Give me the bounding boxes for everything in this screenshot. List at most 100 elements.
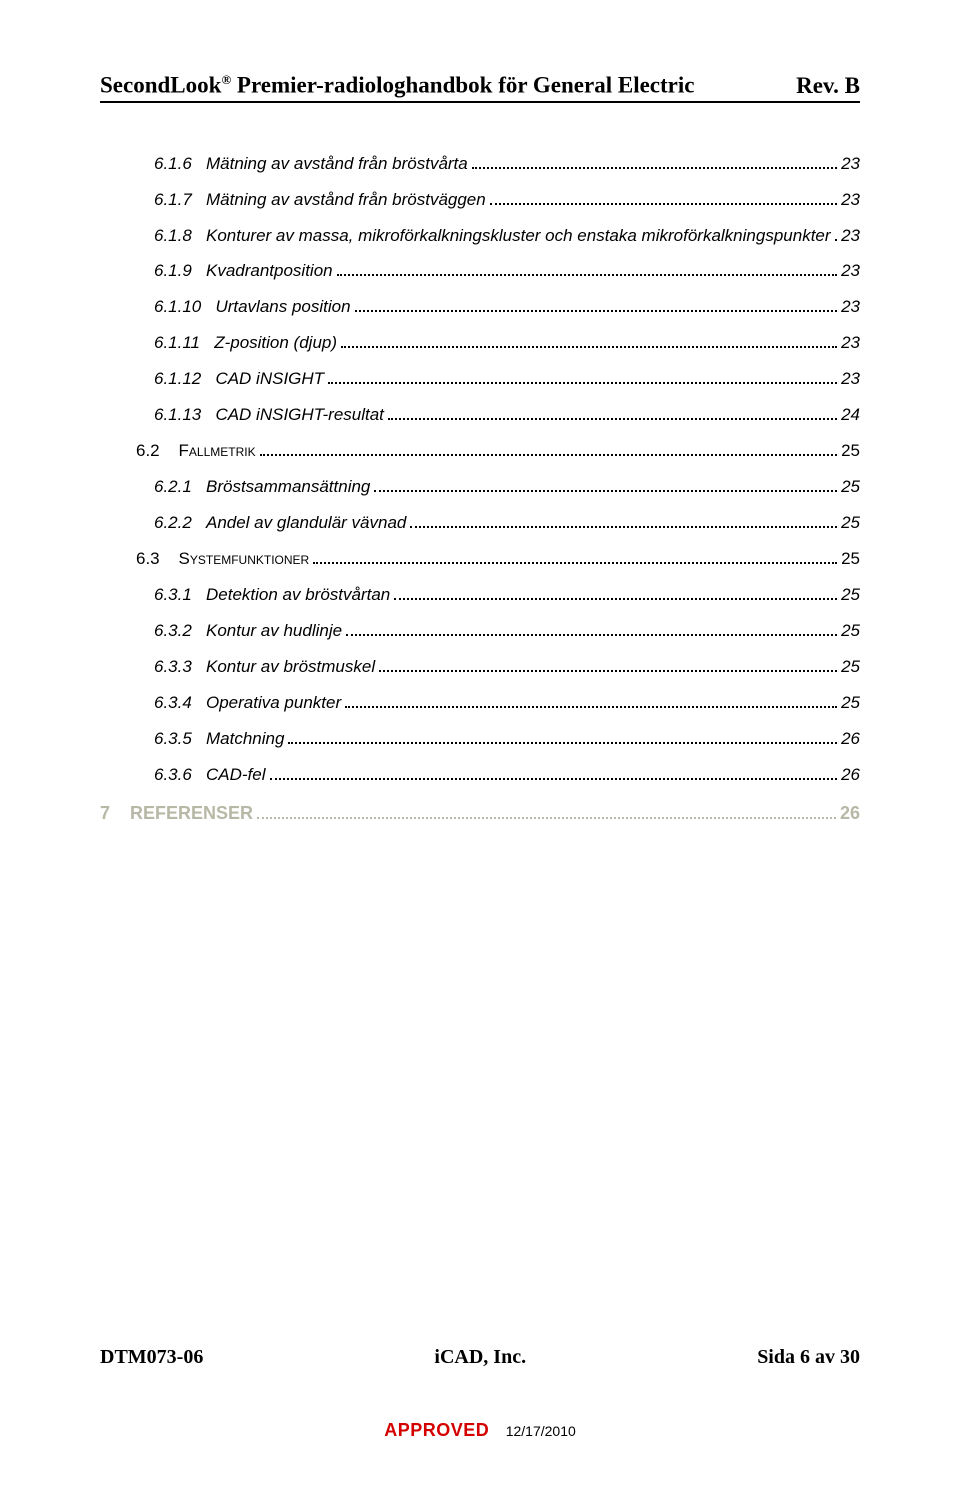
toc-leader-dots bbox=[374, 478, 837, 492]
toc-row: 6.3.4 Operativa punkter 25 bbox=[100, 692, 860, 715]
toc-leader-dots bbox=[835, 227, 838, 241]
toc-leader-dots bbox=[328, 370, 837, 384]
toc-entry-label: Detektion av bröstvårtan bbox=[206, 584, 390, 607]
toc-leader-dots bbox=[346, 622, 837, 636]
toc-row: 6.2 Fallmetrik 25 bbox=[100, 440, 860, 463]
toc-entry-label: Andel av glandulär vävnad bbox=[206, 512, 406, 535]
toc-gap bbox=[192, 189, 206, 212]
page-footer: DTM073-06 iCAD, Inc. Sida 6 av 30 bbox=[100, 1346, 860, 1369]
toc-row: 6.1.10 Urtavlans position 23 bbox=[100, 296, 860, 319]
toc-entry-number: 6.1.8 bbox=[154, 225, 192, 248]
toc-leader-dots bbox=[288, 730, 837, 744]
toc-entry-page: 25 bbox=[841, 440, 860, 463]
toc-entry-label: Mätning av avstånd från bröstvårta bbox=[206, 153, 468, 176]
toc-entry-number: 6.1.6 bbox=[154, 153, 192, 176]
toc-row: 6.3.3 Kontur av bröstmuskel 25 bbox=[100, 656, 860, 679]
toc-row: 6.1.9 Kvadrantposition 23 bbox=[100, 260, 860, 283]
footer-doc-id: DTM073-06 bbox=[100, 1346, 203, 1369]
toc-entry-page: 25 bbox=[841, 584, 860, 607]
toc-entry-label: Konturer av massa, mikroförkalkningsklus… bbox=[206, 225, 831, 248]
toc-entry-label: Bröstsammansättning bbox=[206, 476, 370, 499]
toc-ref-page: 26 bbox=[840, 803, 860, 824]
toc-leader-dots bbox=[260, 442, 837, 456]
page-header: SecondLook® Premier-radiologhandbok för … bbox=[100, 72, 860, 103]
toc-row: 6.1.12 CAD iNSIGHT 23 bbox=[100, 368, 860, 391]
toc-entry-page: 23 bbox=[841, 225, 860, 248]
toc-entry-number: 6.1.7 bbox=[154, 189, 192, 212]
toc-gap bbox=[160, 440, 179, 463]
toc-leader-dots bbox=[337, 263, 837, 277]
toc-gap bbox=[201, 296, 215, 319]
toc-entry-label: Operativa punkter bbox=[206, 692, 341, 715]
toc-entry-page: 23 bbox=[841, 368, 860, 391]
toc-row: 6.1.6 Mätning av avstånd från bröstvårta… bbox=[100, 153, 860, 176]
toc-entry-label: CAD iNSIGHT-resultat bbox=[215, 404, 383, 427]
toc-leader-dots bbox=[472, 155, 837, 169]
toc-entry-page: 23 bbox=[841, 260, 860, 283]
toc-entry-number: 6.1.11 bbox=[154, 332, 200, 355]
toc-entry-page: 25 bbox=[841, 692, 860, 715]
toc-entry-number: 6.3 bbox=[136, 548, 160, 571]
toc-entry-number: 6.1.12 bbox=[154, 368, 201, 391]
toc-row: 6.2.2 Andel av glandulär vävnad 25 bbox=[100, 512, 860, 535]
toc-leader-dots bbox=[355, 299, 838, 313]
toc-leader-dots bbox=[341, 334, 837, 348]
toc-row: 6.3.5 Matchning 26 bbox=[100, 728, 860, 751]
toc-gap bbox=[192, 512, 206, 535]
toc-entry-number: 6.3.1 bbox=[154, 584, 192, 607]
toc-leader-dots bbox=[257, 804, 836, 819]
toc-row: 6.3 Systemfunktioner 25 bbox=[100, 548, 860, 571]
toc-entry-number: 6.3.3 bbox=[154, 656, 192, 679]
toc-ref-label: REFERENSER bbox=[110, 803, 253, 824]
toc-leader-dots bbox=[270, 766, 838, 780]
toc-gap bbox=[192, 260, 206, 283]
toc-entry-page: 25 bbox=[841, 476, 860, 499]
toc-leader-dots bbox=[388, 406, 837, 420]
toc-gap bbox=[192, 153, 206, 176]
toc-entry-label: Matchning bbox=[206, 728, 284, 751]
header-title-rest: Premier-radiologhandbok för General Elec… bbox=[231, 73, 694, 98]
toc-entry-label: Z-position (djup) bbox=[214, 332, 337, 355]
toc-entry-number: 6.2 bbox=[136, 440, 160, 463]
toc-leader-dots bbox=[345, 694, 837, 708]
toc-entry-number: 6.1.13 bbox=[154, 404, 201, 427]
toc-row: 6.1.11 Z-position (djup) 23 bbox=[100, 332, 860, 355]
toc-entry-label: Kvadrantposition bbox=[206, 260, 333, 283]
toc-gap bbox=[201, 404, 215, 427]
toc-entry-label: Kontur av hudlinje bbox=[206, 620, 342, 643]
toc-entry-page: 23 bbox=[841, 332, 860, 355]
toc-row: 6.3.2 Kontur av hudlinje 25 bbox=[100, 620, 860, 643]
toc-entry-number: 6.2.2 bbox=[154, 512, 192, 535]
toc-row: 6.3.6 CAD-fel 26 bbox=[100, 764, 860, 787]
toc-entry-number: 6.3.2 bbox=[154, 620, 192, 643]
toc-entry-page: 25 bbox=[841, 512, 860, 535]
toc-entry-page: 25 bbox=[841, 548, 860, 571]
footer-company: iCAD, Inc. bbox=[434, 1346, 526, 1369]
toc-entry-number: 6.2.1 bbox=[154, 476, 192, 499]
toc-row: 6.2.1 Bröstsammansättning 25 bbox=[100, 476, 860, 499]
toc-entry-page: 24 bbox=[841, 404, 860, 427]
header-revision: Rev. B bbox=[796, 73, 860, 99]
toc-leader-dots bbox=[410, 514, 837, 528]
toc-entry-number: 6.3.6 bbox=[154, 764, 192, 787]
toc-gap bbox=[201, 368, 215, 391]
toc-leader-dots bbox=[394, 586, 837, 600]
toc-gap bbox=[192, 620, 206, 643]
header-title: SecondLook® Premier-radiologhandbok för … bbox=[100, 72, 694, 99]
toc-entry-number: 6.3.5 bbox=[154, 728, 192, 751]
toc-entry-page: 25 bbox=[841, 620, 860, 643]
toc-entry-label: Systemfunktioner bbox=[179, 548, 310, 571]
product-name: SecondLook bbox=[100, 73, 221, 98]
toc-entry-label: Kontur av bröstmuskel bbox=[206, 656, 375, 679]
toc-entry-label: CAD-fel bbox=[206, 764, 266, 787]
toc-entry-number: 6.1.9 bbox=[154, 260, 192, 283]
toc-gap bbox=[192, 656, 206, 679]
toc-entry-label: CAD iNSIGHT bbox=[215, 368, 324, 391]
toc-gap bbox=[192, 225, 206, 248]
toc-entry-page: 26 bbox=[841, 764, 860, 787]
document-page: SecondLook® Premier-radiologhandbok för … bbox=[0, 0, 960, 1507]
toc-gap bbox=[192, 476, 206, 499]
toc-entry-number: 6.3.4 bbox=[154, 692, 192, 715]
toc-gap bbox=[160, 548, 179, 571]
toc-row: 6.3.1 Detektion av bröstvårtan 25 bbox=[100, 584, 860, 607]
